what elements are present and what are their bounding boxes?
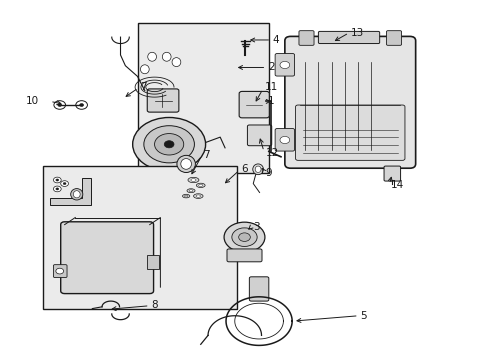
FancyBboxPatch shape xyxy=(275,54,294,76)
FancyBboxPatch shape xyxy=(247,125,271,146)
Ellipse shape xyxy=(140,65,149,74)
Ellipse shape xyxy=(196,183,204,188)
Circle shape xyxy=(154,134,183,155)
FancyBboxPatch shape xyxy=(383,166,400,181)
Circle shape xyxy=(280,62,289,68)
Text: 9: 9 xyxy=(265,168,271,178)
FancyBboxPatch shape xyxy=(42,166,237,309)
Text: 11: 11 xyxy=(264,82,277,92)
Ellipse shape xyxy=(187,177,199,183)
Ellipse shape xyxy=(193,194,203,198)
Circle shape xyxy=(61,181,68,186)
Circle shape xyxy=(58,104,61,107)
FancyBboxPatch shape xyxy=(249,277,268,301)
Ellipse shape xyxy=(147,52,156,61)
FancyBboxPatch shape xyxy=(61,222,153,294)
Text: 4: 4 xyxy=(272,35,279,45)
Ellipse shape xyxy=(177,156,195,172)
Text: 6: 6 xyxy=(241,164,247,174)
Polygon shape xyxy=(50,178,91,205)
Ellipse shape xyxy=(71,189,82,200)
FancyBboxPatch shape xyxy=(53,265,67,278)
Text: 2: 2 xyxy=(267,63,274,72)
Ellipse shape xyxy=(73,191,80,198)
Circle shape xyxy=(224,222,264,252)
Circle shape xyxy=(280,136,289,144)
Text: 14: 14 xyxy=(389,180,403,190)
Ellipse shape xyxy=(172,58,181,67)
Circle shape xyxy=(164,141,174,148)
Text: 12: 12 xyxy=(265,148,278,158)
FancyBboxPatch shape xyxy=(226,249,262,262)
Circle shape xyxy=(56,268,63,274)
FancyBboxPatch shape xyxy=(386,31,401,45)
FancyBboxPatch shape xyxy=(147,89,179,112)
FancyBboxPatch shape xyxy=(275,129,294,151)
Circle shape xyxy=(63,183,66,185)
FancyBboxPatch shape xyxy=(318,31,379,44)
FancyBboxPatch shape xyxy=(298,31,313,45)
Text: 10: 10 xyxy=(26,96,39,107)
Ellipse shape xyxy=(198,184,203,186)
Circle shape xyxy=(56,179,59,181)
FancyBboxPatch shape xyxy=(137,23,268,173)
FancyBboxPatch shape xyxy=(147,255,159,269)
Circle shape xyxy=(54,101,65,109)
Circle shape xyxy=(80,104,83,107)
Circle shape xyxy=(143,126,194,163)
Ellipse shape xyxy=(182,194,189,198)
Text: 8: 8 xyxy=(151,300,158,310)
Circle shape xyxy=(231,228,257,247)
FancyBboxPatch shape xyxy=(295,105,404,160)
Text: 5: 5 xyxy=(360,311,366,321)
Circle shape xyxy=(53,177,61,183)
Circle shape xyxy=(56,188,59,190)
Ellipse shape xyxy=(189,190,192,192)
Text: 3: 3 xyxy=(253,222,259,232)
Ellipse shape xyxy=(252,164,263,175)
Ellipse shape xyxy=(184,195,187,197)
Circle shape xyxy=(238,233,250,242)
Ellipse shape xyxy=(196,195,200,197)
Text: 13: 13 xyxy=(350,28,363,38)
Text: 7: 7 xyxy=(140,82,146,92)
FancyBboxPatch shape xyxy=(239,91,269,118)
Ellipse shape xyxy=(186,189,195,193)
Ellipse shape xyxy=(181,158,191,169)
Text: 1: 1 xyxy=(267,96,274,107)
Ellipse shape xyxy=(255,166,261,172)
Text: 7: 7 xyxy=(203,150,209,160)
Circle shape xyxy=(132,117,205,171)
FancyBboxPatch shape xyxy=(285,36,415,168)
Circle shape xyxy=(76,101,87,109)
Ellipse shape xyxy=(190,179,196,181)
Circle shape xyxy=(53,186,61,192)
Ellipse shape xyxy=(162,52,171,61)
